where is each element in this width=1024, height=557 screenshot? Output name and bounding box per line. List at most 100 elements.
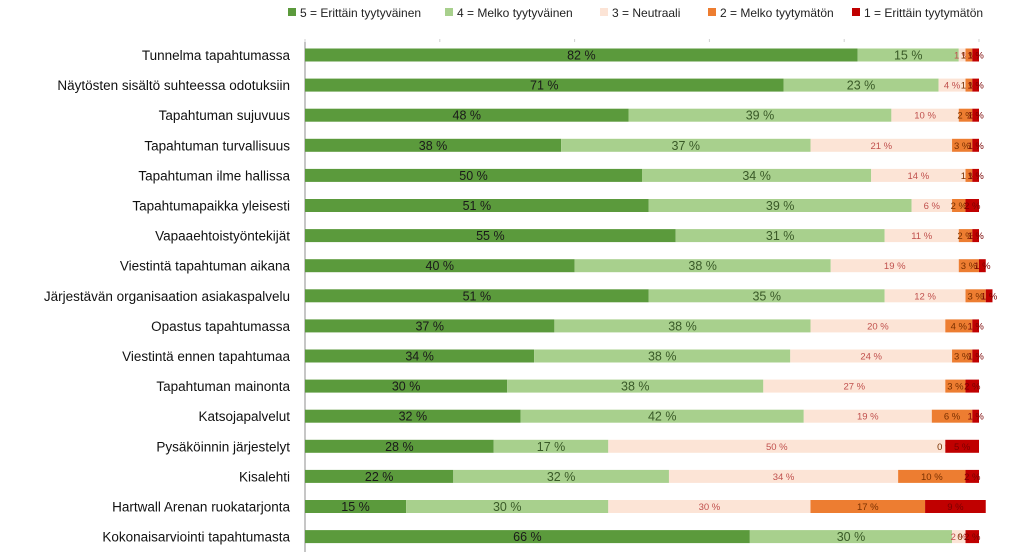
bar-segment (972, 168, 979, 182)
bar-segment (648, 289, 885, 303)
data-label: 66 % (513, 530, 542, 544)
bar-segment (305, 530, 750, 544)
bar-segment (891, 108, 959, 122)
bar-segment (965, 469, 979, 483)
data-label: 35 % (752, 289, 781, 303)
data-label: 4 % (951, 321, 968, 332)
data-label: 6 % (944, 412, 961, 423)
data-label: 38 % (668, 319, 697, 333)
bar-segment (945, 379, 966, 393)
data-label: 19 % (884, 261, 906, 272)
bar-segment (507, 379, 764, 393)
data-label: 82 % (567, 49, 596, 63)
data-label: 48 % (453, 109, 482, 123)
bar-segment (884, 229, 959, 243)
bar-segment (783, 78, 939, 92)
data-label: 4 % (944, 81, 961, 92)
data-label: 38 % (688, 259, 717, 273)
data-label: 10 % (914, 111, 936, 122)
data-label: 1 % (961, 81, 978, 92)
data-label: 1 % (961, 171, 978, 182)
bar-segment (305, 199, 649, 212)
data-label: 6 % (924, 201, 941, 212)
data-label: 30 % (392, 380, 421, 394)
data-label: 1 % (967, 321, 984, 332)
data-label: 1 % (967, 352, 984, 363)
bar-segment (305, 289, 649, 303)
bar-segment (958, 229, 973, 243)
bar-segment (305, 319, 555, 333)
data-label: 3 % (961, 261, 978, 272)
bar-segment (305, 108, 629, 122)
bar-segment (406, 500, 609, 513)
data-label: 2 % (964, 382, 981, 393)
data-label: 34 % (742, 169, 771, 183)
data-label: 1 % (967, 141, 984, 152)
bar-segment (985, 289, 993, 303)
data-label: 24 % (860, 352, 882, 363)
data-label: 11 % (911, 231, 933, 242)
bar-segment (972, 409, 979, 423)
legend-item: 1 = Erittäin tyytymätön (852, 6, 983, 20)
bar-segment (668, 469, 899, 483)
bar-segment (305, 469, 454, 483)
data-label: 30 % (837, 530, 866, 544)
category-label: Näytösten sisältö suhteessa odotuksiin (57, 78, 290, 93)
data-label: 31 % (766, 229, 795, 243)
data-label: 15 % (341, 500, 370, 514)
bar-segment (554, 319, 811, 333)
bar-segment (305, 379, 508, 393)
bar-segment (958, 48, 966, 62)
data-label: 30 % (493, 500, 522, 514)
bar-segment (520, 409, 804, 423)
legend-swatch (708, 8, 716, 16)
category-label: Katsojapalvelut (198, 409, 290, 424)
legend-label: 2 = Melko tyytymätön (720, 6, 834, 20)
legend-label: 4 = Melko tyytyväinen (457, 6, 573, 20)
bar-segment (952, 199, 966, 212)
legend-item: 2 = Melko tyytymätön (708, 6, 834, 20)
data-label: 39 % (746, 109, 775, 123)
bar-segment (675, 229, 885, 243)
data-label: 42 % (648, 410, 677, 424)
bar-segment (965, 199, 979, 212)
bar-segment (305, 349, 535, 363)
bar-segment (453, 469, 669, 483)
data-label: 55 % (476, 229, 505, 243)
bar-segment (305, 259, 575, 273)
bar-segment (958, 259, 979, 273)
bar-segment (628, 108, 892, 122)
bar-segment (965, 379, 979, 393)
legend-swatch (852, 8, 860, 16)
bar-segment (857, 48, 959, 62)
bar-segment (972, 78, 979, 92)
bar-segment (608, 500, 811, 513)
data-label: 71 % (530, 79, 559, 93)
category-label: Tapahtuman sujuvuus (159, 108, 291, 123)
legend-label: 3 = Neutraali (612, 6, 680, 20)
data-label: 32 % (547, 470, 576, 484)
category-label: Järjestävän organisaation asiakaspalvelu (44, 289, 290, 304)
bar-segment (972, 229, 979, 243)
category-label: Tunnelma tapahtumassa (142, 48, 291, 63)
data-label: 1 % (967, 412, 984, 423)
category-label: Kokonaisarviointi tapahtumasta (102, 530, 290, 545)
bar-segment (749, 530, 953, 544)
data-label: 3 % (967, 291, 984, 302)
bar-segment (945, 439, 979, 453)
bar-segment (305, 138, 562, 152)
bar-segment (952, 349, 973, 363)
category-label: Hartwall Arenan ruokatarjonta (112, 500, 290, 515)
data-label: 2 % (964, 472, 981, 483)
category-label: Tapahtumapaikka yleisesti (132, 199, 290, 214)
data-label: 15 % (894, 49, 923, 63)
data-label: 1 % (974, 261, 991, 272)
bar-segment (952, 530, 966, 544)
bar-segment (493, 439, 609, 453)
data-label: 51 % (463, 199, 492, 213)
data-label: 3 % (954, 352, 971, 363)
category-label: Tapahtuman ilme hallissa (138, 168, 290, 183)
data-label: 2 % (964, 201, 981, 212)
category-label: Viestintä ennen tapahtumaa (122, 349, 290, 364)
